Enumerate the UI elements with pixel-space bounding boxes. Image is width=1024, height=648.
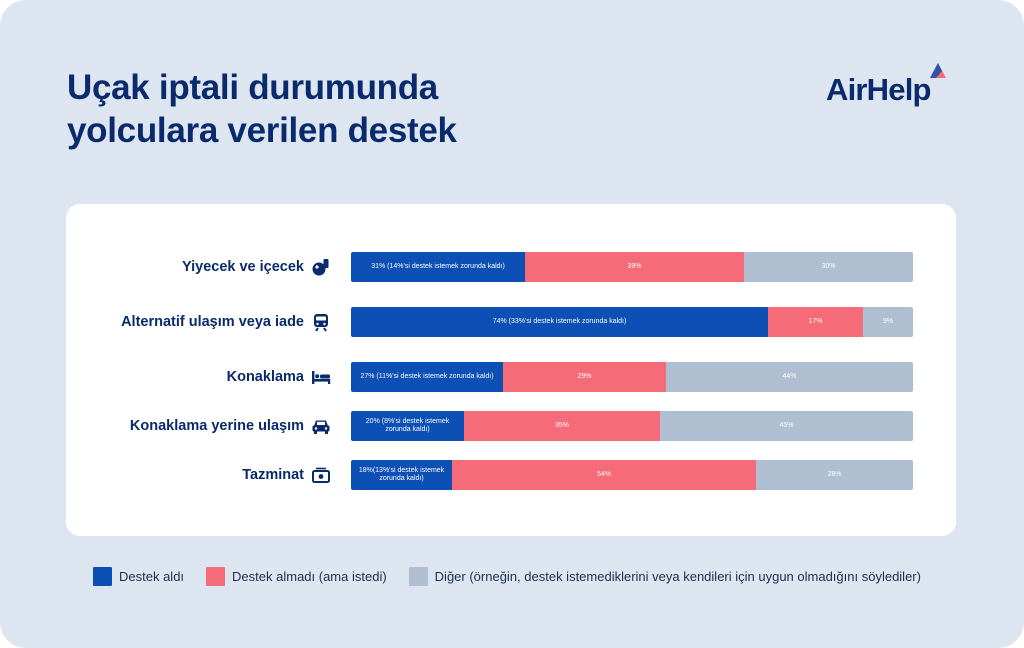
bar-segment: 20% (8%'si destek istemek zorunda kaldı) — [351, 411, 464, 441]
chart-title-line-1: Uçak iptali durumunda — [67, 68, 438, 107]
category-label: Yiyecek ve içecek — [181, 259, 304, 275]
bar-segment: 9% — [863, 307, 913, 337]
data-label: 29% — [577, 372, 592, 380]
chart-card: Yiyecek ve içecek 31% (14%'si destek iste… — [66, 204, 956, 536]
chart-title: Uçak iptali durumunda yolculara verilen … — [67, 66, 627, 152]
legend-label: Destek almadı (ama istedi) — [232, 568, 387, 584]
data-label: 17% — [808, 317, 823, 325]
data-label: 45% — [779, 421, 794, 429]
bar-segment: 44% — [666, 362, 913, 392]
data-label: 39% — [627, 262, 642, 270]
data-label: 18%(13%'si destek istemek zorunda kaldı) — [358, 466, 445, 483]
data-label: 20% (8%'si destek istemek zorunda kaldı) — [365, 417, 450, 434]
category-label: Konaklama yerine ulaşım — [129, 418, 304, 434]
car-icon — [311, 416, 331, 436]
data-label: 30% — [821, 262, 836, 270]
stacked-bar: 20% (8%'si destek istemek zorunda kaldı)… — [351, 411, 913, 441]
brand-logo: AirHelp — [826, 63, 949, 110]
data-label: 9% — [882, 317, 894, 325]
bar-segment: 54% — [452, 460, 756, 490]
legend-swatch — [206, 566, 226, 586]
data-label: 74% (33%'si destek istemek zorunda kaldı… — [492, 317, 627, 325]
stacked-bar: 31% (14%'si destek istemek zorunda kaldı… — [351, 252, 913, 282]
legend-swatch — [93, 566, 112, 586]
category-label: Alternatif ulaşım veya iade — [121, 314, 304, 330]
chart-legend: Destek aldı Destek almadı (ama istedi) Diğ… — [93, 566, 943, 586]
food-drink-icon — [311, 257, 331, 277]
bed-icon — [311, 367, 331, 387]
bar-segment: 30% — [744, 252, 913, 282]
chart-row: Konaklama yerine ulaşım 20% (8%'si destek… — [66, 410, 956, 442]
bar-segment: 17% — [768, 307, 863, 337]
bar-segment: 29% — [503, 362, 666, 392]
data-label: 35% — [554, 421, 569, 429]
bar-segment: 18%(13%'si destek istemek zorunda kaldı) — [351, 460, 452, 490]
bar-segment: 39% — [525, 252, 744, 282]
data-label: 28% — [827, 470, 842, 478]
stacked-bar: 27% (11%'si destek istemek zorunda kaldı… — [351, 362, 913, 392]
train-icon — [311, 312, 331, 332]
chart-row: Alternatif ulaşım veya iade 74% (33%'si d… — [66, 306, 956, 338]
category-label: Tazminat — [242, 467, 304, 483]
bar-segment: 28% — [756, 460, 913, 490]
stacked-bar: 18%(13%'si destek istemek zorunda kaldı)… — [351, 460, 913, 490]
legend-item: Destek almadı (ama istedi) — [206, 566, 387, 586]
chart-row: Tazminat 18%(13%'si destek istemek zorund… — [66, 459, 956, 491]
legend-item: Destek aldı — [93, 566, 185, 586]
bar-segment: 27% (11%'si destek istemek zorunda kaldı… — [351, 362, 503, 392]
bar-segment: 31% (14%'si destek istemek zorunda kaldı… — [351, 252, 525, 282]
data-label: 44% — [782, 372, 797, 380]
cash-icon — [311, 465, 331, 485]
legend-swatch — [408, 566, 428, 586]
bar-segment: 45% — [660, 411, 913, 441]
legend-item: Diğer (örneğin, destek istemediklerini v… — [408, 566, 921, 586]
legend-label: Destek aldı — [119, 568, 185, 584]
chart-row: Yiyecek ve içecek 31% (14%'si destek iste… — [66, 251, 956, 283]
airhelp-triangle-logo-icon — [929, 63, 946, 78]
stacked-bar: 74% (33%'si destek istemek zorunda kaldı… — [351, 307, 913, 337]
data-label: 54% — [596, 470, 611, 478]
category-label: Konaklama — [226, 369, 304, 385]
brand-name: AirHelp — [826, 72, 931, 107]
bar-segment: 74% (33%'si destek istemek zorunda kaldı… — [351, 307, 768, 337]
chart-title-line-2: yolculara verilen destek — [67, 111, 457, 150]
chart-row: Konaklama 27% (11%'si destek istemek zoru… — [66, 361, 956, 393]
legend-label: Diğer (örneğin, destek istemediklerini v… — [434, 568, 921, 584]
data-label: 31% (14%'si destek istemek zorunda kaldı… — [371, 262, 505, 270]
bar-segment: 35% — [464, 411, 660, 441]
data-label: 27% (11%'si destek istemek zorunda kaldı… — [360, 372, 494, 380]
